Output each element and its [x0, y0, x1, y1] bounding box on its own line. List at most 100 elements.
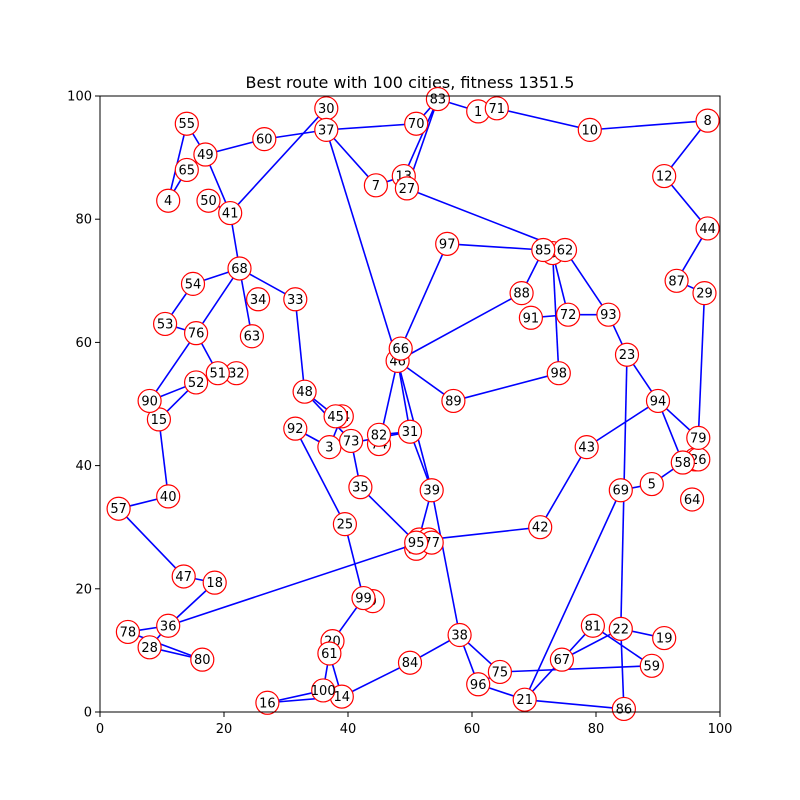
city-label: 70	[408, 117, 425, 132]
city-marker	[283, 287, 308, 312]
city-marker	[686, 425, 711, 450]
city-point: 94	[645, 388, 671, 414]
city-marker	[611, 696, 637, 722]
city-point: 57	[106, 496, 131, 521]
city-point: 19	[652, 625, 677, 651]
city-marker	[574, 435, 599, 460]
x-tick-label: 100	[708, 722, 733, 737]
city-label: 5	[648, 478, 656, 493]
city-point: 59	[639, 653, 664, 678]
city-marker	[314, 117, 339, 142]
city-point: 14	[329, 684, 354, 709]
city-marker	[156, 613, 181, 638]
city-marker	[246, 287, 271, 312]
city-point: 83	[425, 86, 450, 112]
city-point: 98	[546, 361, 571, 386]
city-marker	[397, 650, 423, 675]
route-segment	[496, 107, 590, 131]
city-marker	[652, 625, 677, 651]
city-marker	[348, 475, 373, 500]
city-label: 54	[185, 277, 202, 292]
city-marker	[156, 484, 181, 509]
city-point: 67	[549, 647, 575, 672]
city-marker	[466, 672, 491, 697]
route-segment	[359, 486, 417, 544]
city-point: 35	[348, 475, 373, 500]
city-point: 87	[664, 268, 689, 293]
y-tick-label: 20	[75, 582, 92, 597]
city-label: 100	[311, 684, 336, 699]
city-label: 19	[656, 632, 673, 647]
city-marker	[645, 388, 671, 414]
city-point: 70	[404, 111, 429, 136]
city-point: 22	[608, 616, 633, 641]
city-label: 89	[445, 394, 462, 409]
city-point: 64	[679, 487, 705, 512]
city-point: 33	[283, 287, 308, 312]
city-marker	[580, 613, 606, 638]
city-marker	[695, 216, 720, 241]
city-marker	[695, 108, 720, 133]
city-marker	[153, 311, 178, 337]
city-point: 58	[670, 450, 695, 475]
city-marker	[218, 200, 243, 226]
city-label: 83	[430, 93, 447, 108]
city-marker	[283, 416, 308, 441]
city-label: 12	[656, 170, 673, 185]
y-tick-label: 0	[84, 706, 92, 721]
city-label: 21	[516, 693, 533, 708]
city-label: 38	[451, 629, 468, 644]
city-label: 92	[287, 422, 304, 437]
city-label: 51	[210, 367, 227, 382]
city-point: 4	[156, 188, 181, 213]
city-label: 73	[343, 434, 360, 449]
city-label: 94	[650, 394, 667, 409]
city-point: 75	[487, 659, 512, 685]
x-tick-label: 0	[96, 722, 104, 737]
city-label: 91	[523, 311, 540, 326]
city-point: 63	[239, 324, 264, 349]
city-marker	[363, 173, 388, 198]
route-segment	[586, 400, 659, 448]
city-label: 27	[399, 182, 416, 197]
city-label: 41	[222, 207, 239, 222]
city-label: 4	[164, 194, 172, 209]
y-tick-label: 60	[75, 336, 92, 351]
city-marker	[425, 86, 450, 112]
city-point: 69	[608, 478, 633, 503]
city-marker	[388, 336, 413, 361]
city-marker	[137, 388, 162, 414]
city-label: 25	[337, 518, 354, 533]
city-marker	[447, 622, 472, 648]
city-marker	[292, 379, 317, 404]
city-point: 42	[528, 515, 553, 540]
route-segment	[326, 122, 417, 131]
city-point: 55	[174, 111, 199, 136]
route-segment	[399, 243, 448, 349]
city-point: 21	[512, 687, 537, 712]
city-marker	[608, 478, 633, 503]
city-marker	[679, 487, 705, 512]
city-point: 96	[466, 672, 491, 697]
city-marker	[190, 647, 215, 672]
city-label: 84	[402, 656, 419, 671]
city-label: 67	[554, 653, 571, 668]
city-label: 23	[619, 348, 636, 363]
y-tick-label: 100	[67, 90, 92, 105]
city-point: 61	[317, 641, 342, 666]
city-marker	[193, 142, 218, 167]
city-point: 8	[695, 108, 720, 133]
city-point: 3	[317, 435, 342, 460]
plot-frame	[99, 95, 721, 713]
route-segment	[167, 538, 429, 627]
city-point: 91	[518, 305, 544, 330]
city-marker	[196, 188, 221, 213]
city-marker	[614, 342, 640, 367]
route-segment	[294, 299, 306, 392]
city-marker	[317, 641, 342, 666]
city-label: 82	[371, 428, 388, 443]
city-label: 87	[668, 274, 685, 289]
x-tick-label: 60	[464, 722, 481, 737]
city-point: 78	[115, 619, 141, 645]
city-point: 62	[552, 237, 578, 263]
